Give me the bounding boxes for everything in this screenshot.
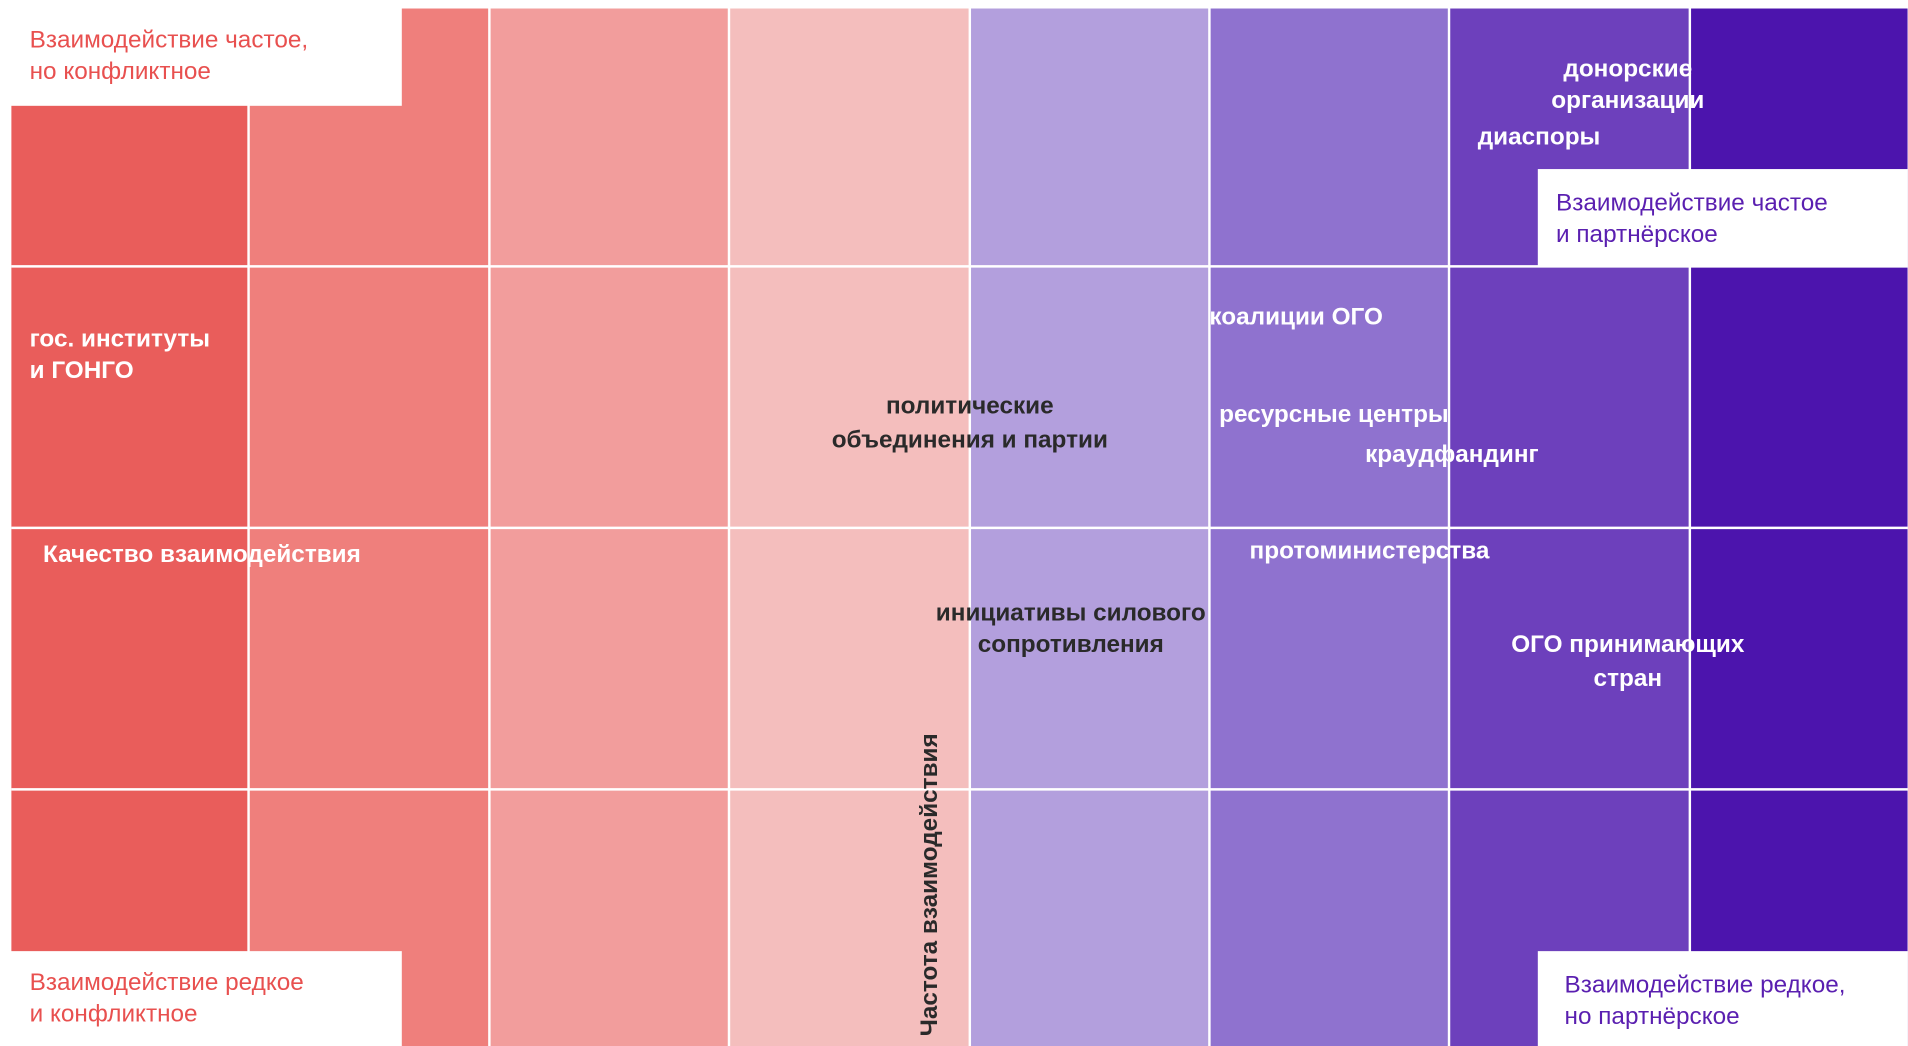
text-line: донорские <box>1563 56 1692 83</box>
corner-label: Взаимодействие частое и партнёрское <box>1556 189 1828 248</box>
corner-label: Взаимодействие редкое, но партнёрское <box>1565 971 1846 1030</box>
text-line: гос. институты <box>30 326 210 353</box>
item-label: донорские организации <box>1551 56 1704 115</box>
item-label: ОГО принимающих стран <box>1511 631 1745 692</box>
text-line: и ГОНГО <box>30 357 134 384</box>
text-line: и конфликтное <box>30 1001 198 1028</box>
text-line: ОГО принимающих <box>1511 631 1745 658</box>
corner-box <box>1537 951 1908 1046</box>
item-label: диаспоры <box>1478 124 1601 151</box>
item-label: гос. институты и ГОНГО <box>30 326 210 385</box>
axis-label: Частота взаимодействия <box>916 733 943 1036</box>
text-line: политические <box>886 393 1054 420</box>
item-label: политические объединения и партии <box>832 393 1108 454</box>
text-line: объединения и партии <box>832 427 1108 454</box>
text-line: стран <box>1594 665 1663 692</box>
text-line: но конфликтное <box>30 58 211 85</box>
corner-box <box>1537 169 1908 267</box>
axis-label: Качество взаимодействия <box>43 541 361 568</box>
text-line: но партнёрское <box>1565 1003 1740 1030</box>
corner-box <box>0 951 402 1046</box>
corner-label: Взаимодействие частое, но конфликтное <box>30 26 309 85</box>
text-line: инициативы силового <box>936 599 1206 626</box>
text-line: Взаимодействие частое <box>1556 189 1828 216</box>
text-line: и партнёрское <box>1556 221 1718 248</box>
item-label: инициативы силового сопротивления <box>936 599 1206 658</box>
item-label: коалиции ОГО <box>1209 304 1382 331</box>
corner-box <box>0 0 402 106</box>
text-line: Взаимодействие частое, <box>30 26 309 53</box>
item-label: ресурсные центры <box>1219 401 1449 428</box>
corner-label: Взаимодействие редкое и конфликтное <box>30 969 304 1028</box>
text-line: организации <box>1551 87 1704 114</box>
text-line: Взаимодействие редкое <box>30 969 304 996</box>
item-label: протоминистерства <box>1250 537 1490 564</box>
text-line: Взаимодействие редкое, <box>1565 971 1846 998</box>
text-line: сопротивления <box>978 631 1164 658</box>
item-label: краудфандинг <box>1365 441 1539 468</box>
